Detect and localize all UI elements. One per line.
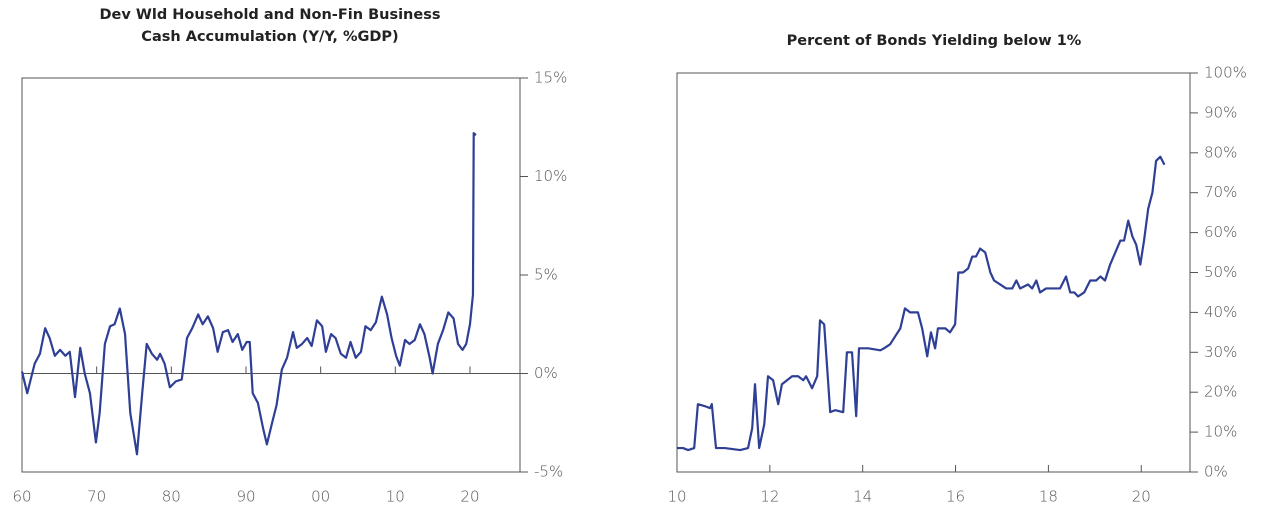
x-tick-label: 20 (1132, 488, 1151, 506)
y-tick-label: 0% (1204, 463, 1228, 481)
x-tick-label: 10 (386, 488, 405, 506)
y-tick-label: -5% (534, 463, 563, 481)
y-tick-label: 60% (1204, 223, 1237, 241)
y-tick-label: 0% (534, 364, 558, 382)
y-tick-label: 5% (534, 266, 558, 284)
y-tick-label: 80% (1204, 143, 1237, 161)
x-tick-label: 18 (1039, 488, 1058, 506)
chart-title: Dev Wld Household and Non-Fin Business (100, 7, 441, 23)
data-line (20, 132, 477, 456)
y-tick-label: 40% (1204, 303, 1237, 321)
y-tick-label: 10% (534, 167, 567, 185)
x-tick-label: 14 (853, 488, 872, 506)
x-tick-label: 80 (162, 488, 181, 506)
y-tick-label: 70% (1204, 183, 1237, 201)
y-tick-label: 100% (1204, 64, 1247, 82)
chart-title: Cash Accumulation (Y/Y, %GDP) (141, 29, 398, 45)
y-tick-label: 90% (1204, 103, 1237, 121)
x-tick-label: 20 (460, 488, 479, 506)
x-tick-label: 00 (311, 488, 330, 506)
y-tick-label: 10% (1204, 423, 1237, 441)
data-line (677, 155, 1166, 452)
y-tick-label: 15% (534, 69, 567, 87)
x-tick-label: 16 (946, 488, 965, 506)
y-tick-label: 20% (1204, 383, 1237, 401)
x-tick-label: 90 (236, 488, 255, 506)
x-tick-label: 60 (12, 488, 31, 506)
x-tick-label: 70 (87, 488, 106, 506)
y-tick-label: 30% (1204, 343, 1237, 361)
y-tick-label: 50% (1204, 263, 1237, 281)
chart-title: Percent of Bonds Yielding below 1% (787, 33, 1082, 49)
x-tick-label: 12 (760, 488, 779, 506)
x-tick-label: 10 (667, 488, 686, 506)
plot-frame (21, 77, 521, 473)
